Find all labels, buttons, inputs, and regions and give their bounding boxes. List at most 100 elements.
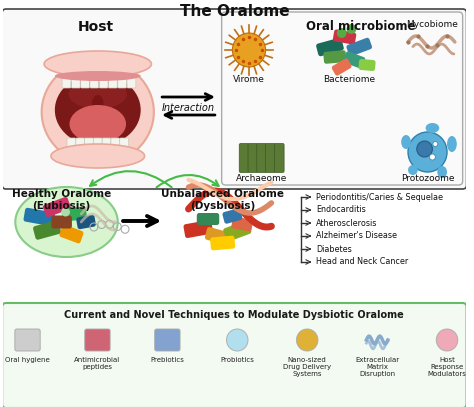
Circle shape [61, 208, 70, 217]
Text: Host: Host [78, 20, 114, 34]
Text: Periodontitis/Caries & Sequelae: Periodontitis/Caries & Sequelae [316, 193, 443, 201]
FancyBboxPatch shape [346, 38, 372, 56]
FancyBboxPatch shape [62, 207, 87, 221]
FancyBboxPatch shape [257, 144, 266, 173]
Ellipse shape [70, 105, 126, 143]
Text: Oral hygiene: Oral hygiene [5, 357, 50, 363]
Text: Current and Novel Techniques to Modulate Dysbiotic Oralome: Current and Novel Techniques to Modulate… [64, 310, 404, 320]
Text: Head and Neck Cancer: Head and Neck Cancer [316, 258, 409, 267]
Ellipse shape [55, 71, 141, 81]
Circle shape [433, 142, 438, 147]
FancyBboxPatch shape [222, 12, 463, 185]
Circle shape [408, 132, 447, 172]
Circle shape [296, 329, 318, 351]
Ellipse shape [408, 165, 418, 175]
FancyBboxPatch shape [316, 38, 344, 56]
FancyBboxPatch shape [99, 74, 108, 88]
Circle shape [337, 28, 346, 38]
Circle shape [93, 108, 103, 118]
Circle shape [417, 141, 432, 157]
Text: Interaction: Interaction [162, 103, 215, 113]
FancyBboxPatch shape [332, 58, 352, 76]
Text: Oral microbiome: Oral microbiome [306, 20, 415, 33]
Text: Host
Response
Modulators: Host Response Modulators [428, 357, 466, 377]
Text: Virome: Virome [233, 75, 265, 84]
Text: Atherosclerosis: Atherosclerosis [316, 219, 378, 228]
FancyBboxPatch shape [43, 197, 71, 217]
FancyBboxPatch shape [90, 74, 99, 88]
FancyBboxPatch shape [59, 225, 83, 243]
Ellipse shape [426, 123, 439, 133]
Circle shape [232, 33, 265, 67]
Circle shape [436, 329, 458, 351]
Text: The Oralome: The Oralome [180, 4, 289, 19]
Text: Endocarditis: Endocarditis [316, 206, 366, 214]
FancyBboxPatch shape [197, 213, 219, 225]
Ellipse shape [55, 74, 141, 146]
Text: Mycobiome: Mycobiome [407, 20, 458, 29]
FancyBboxPatch shape [239, 144, 249, 173]
Text: Extracellular
Matrix
Disruption: Extracellular Matrix Disruption [355, 357, 399, 377]
Text: Healthy Oralome
(Eubiosis): Healthy Oralome (Eubiosis) [12, 189, 111, 210]
FancyBboxPatch shape [248, 144, 258, 173]
FancyBboxPatch shape [231, 217, 253, 231]
Circle shape [227, 329, 248, 351]
FancyBboxPatch shape [2, 303, 466, 407]
Ellipse shape [44, 51, 151, 77]
FancyBboxPatch shape [127, 74, 136, 88]
Ellipse shape [447, 136, 457, 152]
FancyBboxPatch shape [274, 144, 284, 173]
FancyBboxPatch shape [120, 138, 128, 151]
Text: Bacteriome: Bacteriome [323, 75, 375, 84]
Text: Protozoome: Protozoome [401, 174, 454, 183]
Ellipse shape [100, 57, 138, 75]
Text: Prebiotics: Prebiotics [150, 357, 184, 363]
Ellipse shape [401, 135, 411, 149]
FancyBboxPatch shape [93, 138, 102, 151]
Ellipse shape [51, 144, 145, 168]
FancyBboxPatch shape [333, 29, 356, 44]
Ellipse shape [68, 79, 127, 109]
Circle shape [346, 24, 356, 34]
Text: Diabetes: Diabetes [316, 245, 352, 254]
FancyBboxPatch shape [102, 138, 111, 151]
FancyBboxPatch shape [51, 215, 72, 228]
Text: Unbalanced Oralome
(Dysbiosis): Unbalanced Oralome (Dysbiosis) [161, 189, 284, 210]
FancyBboxPatch shape [85, 329, 110, 351]
FancyBboxPatch shape [155, 329, 180, 351]
Ellipse shape [64, 143, 132, 165]
FancyBboxPatch shape [210, 236, 235, 250]
Ellipse shape [15, 187, 118, 257]
FancyBboxPatch shape [62, 74, 71, 88]
FancyBboxPatch shape [109, 74, 117, 88]
Ellipse shape [42, 59, 154, 164]
FancyBboxPatch shape [205, 227, 231, 245]
FancyBboxPatch shape [2, 9, 466, 189]
FancyBboxPatch shape [265, 144, 275, 173]
Ellipse shape [438, 166, 447, 178]
FancyBboxPatch shape [343, 51, 365, 69]
FancyBboxPatch shape [72, 74, 80, 88]
FancyBboxPatch shape [323, 50, 346, 64]
Ellipse shape [58, 57, 95, 75]
FancyBboxPatch shape [33, 220, 61, 240]
FancyBboxPatch shape [118, 74, 127, 88]
FancyBboxPatch shape [111, 138, 120, 151]
FancyBboxPatch shape [84, 138, 93, 151]
FancyBboxPatch shape [81, 74, 90, 88]
FancyBboxPatch shape [222, 208, 242, 224]
FancyBboxPatch shape [15, 329, 40, 351]
FancyBboxPatch shape [183, 220, 213, 238]
Circle shape [429, 154, 435, 160]
Text: Probiotics: Probiotics [220, 357, 254, 363]
Text: Antimicrobial
peptides: Antimicrobial peptides [74, 357, 120, 370]
FancyBboxPatch shape [24, 208, 55, 226]
FancyBboxPatch shape [76, 215, 96, 229]
FancyBboxPatch shape [67, 138, 76, 151]
Text: Nano-sized
Drug Delivery
Systems: Nano-sized Drug Delivery Systems [283, 357, 331, 377]
Ellipse shape [92, 95, 104, 113]
FancyBboxPatch shape [358, 59, 375, 71]
FancyBboxPatch shape [76, 138, 84, 151]
Text: Alzheimer's Disease: Alzheimer's Disease [316, 232, 397, 241]
Text: Archaeome: Archaeome [236, 174, 287, 183]
